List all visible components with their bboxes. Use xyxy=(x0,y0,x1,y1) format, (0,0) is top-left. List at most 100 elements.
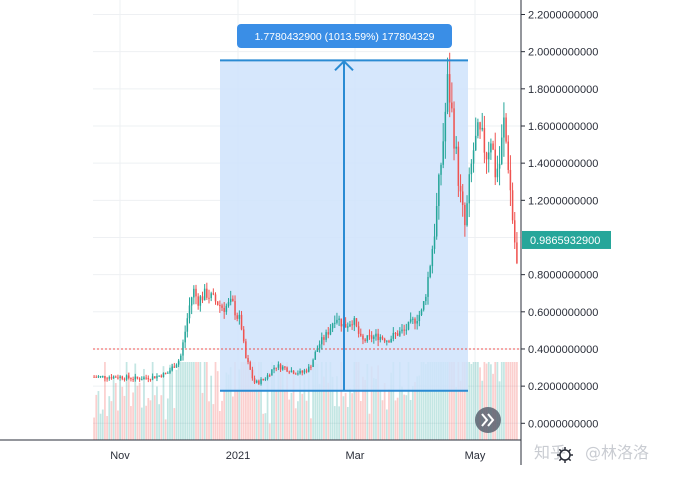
candle-body xyxy=(316,348,319,352)
y-tick-label: 0.0000000000 xyxy=(528,418,598,430)
volume-bar xyxy=(446,362,449,440)
volume-bar xyxy=(470,364,473,440)
candle-body xyxy=(492,143,494,150)
candle-body xyxy=(112,376,115,379)
volume-bar xyxy=(442,362,445,440)
gear-icon-tooth xyxy=(568,448,572,452)
candle-body xyxy=(459,185,462,192)
volume-bar xyxy=(127,372,130,440)
candle-body xyxy=(466,203,468,226)
volume-bar xyxy=(236,389,239,440)
candle-body xyxy=(435,206,438,237)
candle-body xyxy=(273,367,275,370)
candle-body xyxy=(197,296,199,306)
volume-bar xyxy=(247,362,249,440)
candle-body xyxy=(199,296,202,306)
volume-bar xyxy=(450,362,453,440)
volume-bar xyxy=(329,362,332,440)
volume-bar xyxy=(114,383,117,440)
scroll-right-button[interactable] xyxy=(475,407,501,433)
candle-body xyxy=(266,375,269,379)
candle-body xyxy=(357,326,360,334)
candle-body xyxy=(338,318,340,320)
volume-bar xyxy=(398,362,401,440)
volume-bar xyxy=(346,407,349,440)
candle-body xyxy=(93,376,95,378)
candle-body xyxy=(353,318,356,325)
volume-bar xyxy=(327,382,330,440)
volume-bar xyxy=(496,362,499,440)
candle-body xyxy=(305,370,308,372)
volume-bar xyxy=(457,362,460,440)
volume-bar xyxy=(301,393,304,440)
volume-bar xyxy=(251,362,254,440)
candle-body xyxy=(175,364,178,368)
candle-body xyxy=(383,338,386,342)
candle-body xyxy=(227,302,230,306)
measure-label-text: 1.7780432900 (1013.59%) 177804329 xyxy=(255,31,435,43)
candle-body xyxy=(212,293,215,295)
candle-body xyxy=(216,301,219,306)
y-tick-label: 2.2000000000 xyxy=(528,10,598,22)
volume-bar xyxy=(359,401,362,440)
candle-body xyxy=(123,378,126,380)
volume-bar xyxy=(238,369,241,440)
candle-body xyxy=(310,366,312,368)
candle-body xyxy=(117,377,119,379)
candle-body xyxy=(143,377,145,380)
candle-body xyxy=(360,333,362,336)
watermark-zhihu: 知乎 xyxy=(534,443,566,462)
volume-bar xyxy=(357,362,360,440)
candle-body xyxy=(444,111,447,142)
volume-bar xyxy=(394,400,397,440)
gear-icon[interactable] xyxy=(557,447,573,463)
volume-bar xyxy=(95,394,98,440)
candle-body xyxy=(182,342,184,356)
candle-body xyxy=(440,164,442,175)
volume-bar xyxy=(433,362,436,440)
volume-bar xyxy=(459,380,462,440)
volume-bar xyxy=(192,362,195,440)
volume-bar xyxy=(444,362,447,440)
double-chevron-right-icon[interactable] xyxy=(481,413,495,427)
candle-body xyxy=(448,74,451,103)
volume-bar xyxy=(169,364,171,440)
candle-body xyxy=(292,370,295,374)
candle-body xyxy=(325,332,327,340)
volume-bar xyxy=(184,362,187,440)
candle-body xyxy=(297,373,299,375)
candle-body xyxy=(262,379,264,381)
candle-body xyxy=(370,335,373,339)
candle-body xyxy=(245,341,247,359)
candle-body xyxy=(331,323,334,329)
volume-bar xyxy=(500,362,503,440)
candle-body xyxy=(260,379,262,384)
candle-body xyxy=(349,324,351,327)
candle-body xyxy=(442,141,444,165)
volume-bar xyxy=(420,362,423,440)
last-price-badge-background xyxy=(522,230,611,249)
candle-body xyxy=(446,74,449,112)
volume-bar xyxy=(242,362,245,440)
candle-body xyxy=(255,380,258,383)
candle-body xyxy=(321,337,323,345)
volume-bar xyxy=(509,362,512,440)
y-tick-label: 1.6000000000 xyxy=(528,121,598,133)
volume-bar xyxy=(385,409,388,440)
candle-body xyxy=(431,248,434,267)
volume-bar xyxy=(101,409,104,440)
volume-bar xyxy=(424,364,427,440)
volume-bar xyxy=(453,362,455,440)
time-axis: Nov 2021 Mar May xyxy=(0,439,521,462)
candle-body xyxy=(195,288,197,297)
candle-body xyxy=(394,332,397,334)
candle-body xyxy=(470,163,473,175)
measure-lines xyxy=(220,59,468,392)
candle-body xyxy=(301,370,304,373)
candle-body xyxy=(232,298,234,302)
candle-body xyxy=(223,307,225,312)
volume-bar xyxy=(140,407,143,440)
candle-body xyxy=(106,378,108,380)
volume-bar xyxy=(427,362,429,440)
